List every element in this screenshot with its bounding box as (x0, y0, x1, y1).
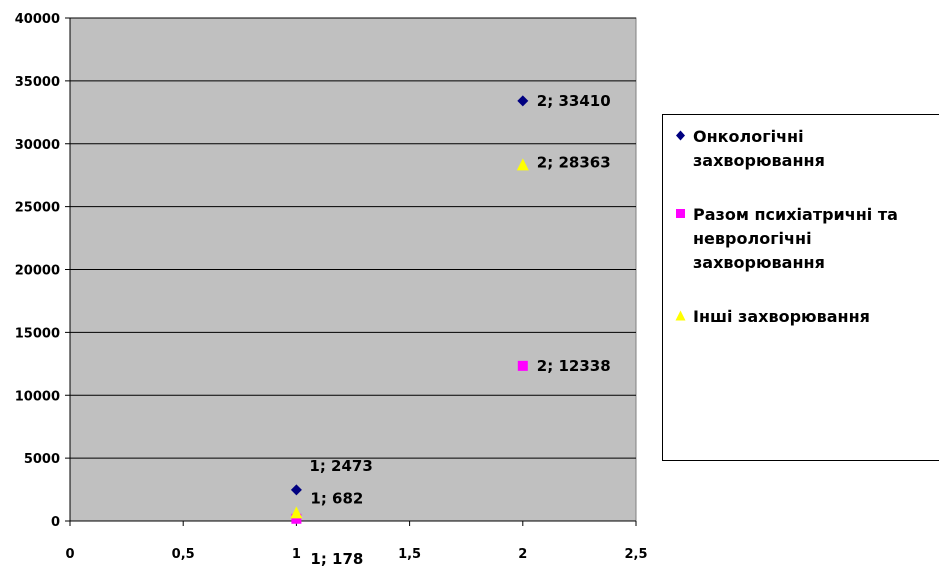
x-tick-label: 1,5 (398, 547, 421, 562)
legend-label: Інші захворювання (693, 307, 870, 326)
y-tick-label: 5000 (24, 452, 60, 467)
y-tick-label: 35000 (15, 75, 60, 90)
data-point-square (291, 513, 302, 524)
data-point-diamond (290, 484, 302, 496)
data-point-triangle (516, 158, 529, 171)
legend-item: Інші захворювання (663, 305, 939, 329)
y-tick-label: 0 (51, 515, 60, 530)
y-tick-label: 40000 (15, 12, 60, 27)
x-tick-label: 2 (518, 547, 527, 562)
data-point-triangle (290, 506, 303, 519)
legend-marker-diamond (676, 130, 685, 141)
y-tick-label: 30000 (15, 138, 60, 153)
legend-item: Разом психіатричні та неврологічні захво… (663, 203, 939, 275)
data-label: 1; 178 (310, 550, 363, 568)
data-label: 2; 33410 (537, 92, 611, 110)
y-tick-label: 15000 (15, 326, 60, 341)
data-label: 1; 2473 (309, 457, 372, 475)
legend-marker-square (676, 209, 685, 218)
x-tick-label: 0,5 (172, 547, 195, 562)
y-tick-label: 20000 (15, 264, 60, 279)
y-tick-label: 25000 (15, 201, 60, 216)
data-label: 2; 12338 (537, 357, 611, 375)
x-tick-label: 0 (65, 547, 74, 562)
chart-legend: Онкологічні захворювання Разом психіатрич… (662, 114, 939, 461)
data-label: 2; 28363 (537, 153, 611, 171)
data-point-square (517, 360, 528, 371)
legend-marker-triangle (675, 310, 686, 321)
data-label: 1; 682 (310, 489, 363, 507)
legend-label: Онкологічні захворювання (693, 127, 825, 170)
x-tick-label: 2,5 (624, 547, 647, 562)
y-tick-label: 10000 (15, 389, 60, 404)
x-tick-label: 1 (292, 547, 301, 562)
data-point-diamond (517, 95, 529, 107)
legend-label: Разом психіатричні та неврологічні захво… (693, 205, 898, 272)
legend-item: Онкологічні захворювання (663, 125, 939, 173)
